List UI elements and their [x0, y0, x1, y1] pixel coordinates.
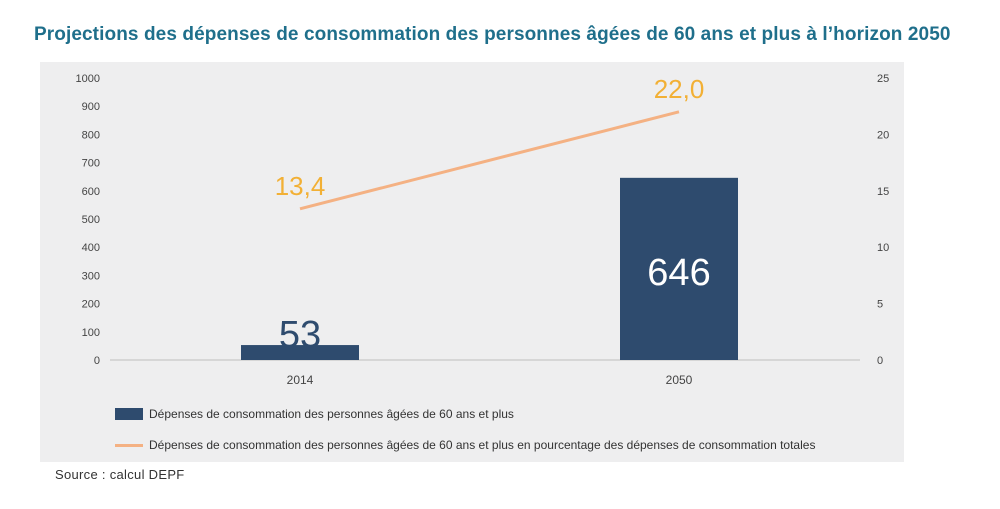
y-right-tick-label: 25 — [877, 73, 889, 85]
line-data-label: 13,4 — [275, 171, 326, 201]
y-left-tick-label: 200 — [82, 299, 100, 311]
y-left-tick-label: 0 — [94, 355, 100, 367]
source-note: Source : calcul DEPF — [55, 467, 185, 482]
y-left-tick-label: 700 — [82, 158, 100, 170]
legend-label-line: Dépenses de consommation des personnes â… — [149, 438, 816, 452]
y-right-tick-label: 15 — [877, 186, 889, 198]
y-left-tick-label: 100 — [82, 327, 100, 339]
legend-item-bar: Dépenses de consommation des personnes â… — [115, 407, 514, 421]
y-left-tick-label: 900 — [82, 101, 100, 113]
legend-item-line: Dépenses de consommation des personnes â… — [115, 438, 815, 452]
bar — [241, 345, 359, 360]
x-tick-label: 2050 — [666, 373, 693, 387]
y-left-tick-label: 300 — [82, 270, 100, 282]
y-left-tick-label: 500 — [82, 214, 100, 226]
y-right-tick-label: 5 — [877, 299, 883, 311]
line-data-label: 22,0 — [654, 74, 705, 104]
legend-swatch-bar — [115, 408, 143, 420]
bar-data-label: 53 — [279, 314, 321, 356]
plot-panel — [40, 62, 904, 462]
legend-label-bar: Dépenses de consommation des personnes â… — [149, 407, 514, 421]
bar — [620, 177, 738, 360]
y-right-tick-label: 20 — [877, 129, 889, 141]
y-left-tick-label: 800 — [82, 129, 100, 141]
series-line — [299, 110, 680, 211]
y-left-tick-label: 600 — [82, 186, 100, 198]
legend-swatch-line — [115, 443, 143, 447]
x-tick-label: 2014 — [287, 373, 314, 387]
bar-data-label: 646 — [647, 252, 710, 294]
chart-title: Projections des dépenses de consommation… — [34, 24, 951, 45]
y-left-tick-label: 1000 — [76, 73, 100, 85]
y-right-tick-label: 0 — [877, 355, 883, 367]
y-right-tick-label: 10 — [877, 242, 889, 254]
y-left-tick-label: 400 — [82, 242, 100, 254]
